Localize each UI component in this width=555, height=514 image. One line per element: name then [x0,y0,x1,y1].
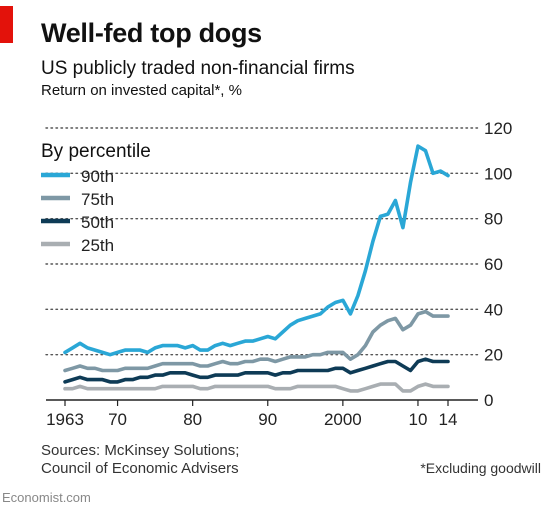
y-tick-label-80: 80 [484,210,503,229]
chart-title: Well-fed top dogs [41,18,262,48]
legend-label-50th: 50th [81,213,114,232]
legend-label-75th: 75th [81,190,114,209]
y-tick-label-0: 0 [484,391,493,410]
brand-credit: Economist.com [2,490,91,505]
x-tick-label-2000: 2000 [324,410,362,429]
footnote: *Excluding goodwill [420,460,541,476]
chart-unit-label: Return on invested capital*, % [41,82,242,99]
legend-title: By percentile [41,141,151,162]
source-line-2: Council of Economic Advisers [41,460,239,477]
brand-accent-bar [0,6,13,43]
chart-subtitle: US publicly traded non-financial firms [41,58,355,79]
x-tick-label-90: 90 [258,410,277,429]
series-line-75th [63,309,450,373]
x-tick-label-70: 70 [108,410,127,429]
x-tick-label-80: 80 [183,410,202,429]
series-line-50th [63,357,450,384]
legend-label-25th: 25th [81,236,114,255]
x-tick-label-10: 10 [408,410,427,429]
y-tick-label-120: 120 [484,119,512,138]
legend-label-90th: 90th [81,167,114,186]
y-tick-label-20: 20 [484,346,503,365]
y-tick-label-100: 100 [484,164,512,183]
x-tick-label-1963: 1963 [46,410,84,429]
y-tick-label-60: 60 [484,255,503,274]
source-line-1: Sources: McKinsey Solutions; [41,442,240,459]
series-line-25th [63,382,450,393]
x-tick-label-14: 14 [439,410,458,429]
series-line-90th [63,144,450,357]
source-note: Sources: McKinsey Solutions; Council of … [41,442,239,478]
y-tick-label-40: 40 [484,300,503,319]
